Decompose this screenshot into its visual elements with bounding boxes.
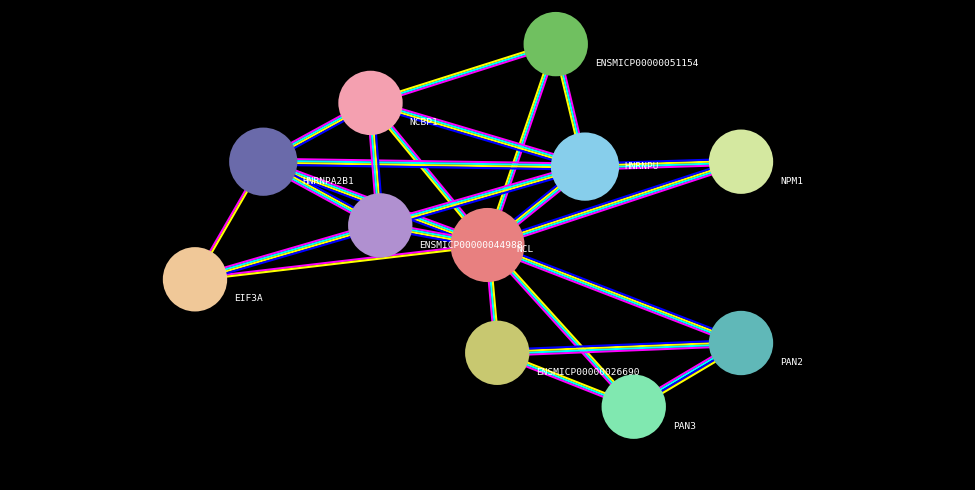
- Text: EIF3A: EIF3A: [234, 294, 262, 303]
- Text: PAN3: PAN3: [673, 422, 696, 431]
- Ellipse shape: [566, 148, 604, 185]
- Text: ENSMICP00000044988: ENSMICP00000044988: [419, 241, 523, 249]
- Ellipse shape: [709, 311, 773, 375]
- Ellipse shape: [538, 26, 573, 62]
- Text: NCBP1: NCBP1: [410, 118, 438, 127]
- Text: ENSMICP00000051154: ENSMICP00000051154: [595, 59, 698, 68]
- Ellipse shape: [709, 129, 773, 194]
- Text: PAN2: PAN2: [780, 358, 803, 367]
- Text: ENSMICP00000026690: ENSMICP00000026690: [536, 368, 640, 377]
- Text: NCL: NCL: [517, 245, 534, 254]
- Text: NPM1: NPM1: [780, 177, 803, 186]
- Ellipse shape: [723, 325, 759, 361]
- Ellipse shape: [524, 12, 588, 76]
- Ellipse shape: [467, 224, 508, 266]
- Ellipse shape: [450, 208, 525, 282]
- Ellipse shape: [245, 143, 282, 180]
- Ellipse shape: [229, 127, 297, 196]
- Text: HNRNPA2B1: HNRNPA2B1: [302, 177, 354, 186]
- Text: HNRNPU: HNRNPU: [624, 162, 658, 171]
- Ellipse shape: [551, 132, 619, 201]
- Ellipse shape: [353, 85, 388, 121]
- Ellipse shape: [602, 374, 666, 439]
- Ellipse shape: [348, 193, 412, 258]
- Ellipse shape: [465, 320, 529, 385]
- Ellipse shape: [616, 389, 651, 424]
- Ellipse shape: [338, 71, 403, 135]
- Ellipse shape: [177, 262, 213, 297]
- Ellipse shape: [723, 144, 759, 179]
- Ellipse shape: [163, 247, 227, 312]
- Ellipse shape: [363, 208, 398, 243]
- Ellipse shape: [480, 335, 515, 370]
